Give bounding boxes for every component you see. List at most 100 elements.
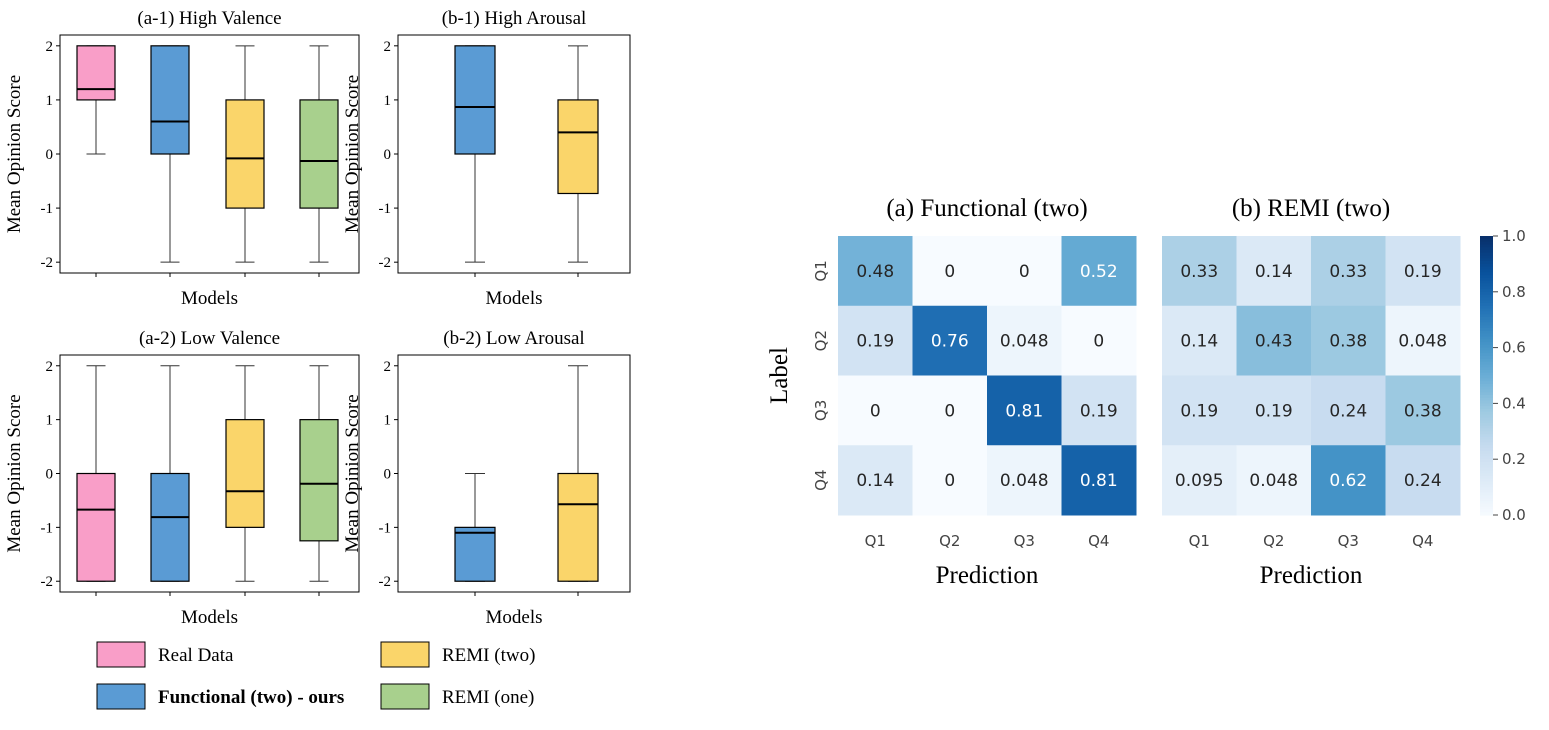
colorbar-segment [1480,305,1493,310]
heatmap-cell [838,445,913,516]
colorbar-segment [1480,300,1493,304]
colorbar-segment [1480,236,1493,240]
colorbar-segment [1480,487,1493,491]
box-functional [454,526,496,582]
heatmap-cell [987,305,1062,376]
y-tick-label: 2 [46,39,54,55]
y-tick-label: -1 [41,520,54,536]
y-tick-label: -1 [379,201,392,217]
legend-label-remi_two: REMI (two) [442,645,535,666]
y-tick-label: Q3 [812,400,830,421]
x-tick-label: Q4 [1412,532,1433,550]
y-tick-label: 2 [384,359,392,375]
colorbar-segment [1480,445,1493,449]
cell-value-label: 0.048 [1398,332,1447,352]
colorbar-segment [1480,436,1493,441]
colorbar-segment [1480,249,1493,254]
x-tick-label: Q3 [1338,532,1359,550]
colorbar-segment [1480,319,1493,324]
colorbar-segment [1480,475,1493,480]
colorbar-segment [1480,450,1493,455]
y-tick-label: 0 [384,147,392,163]
cell-value-label: 0.62 [1329,471,1367,491]
x-tick-label: Q4 [1088,532,1109,550]
legend-swatch-functional [96,683,146,710]
box-remi_two [557,472,599,582]
colorbar-segment [1480,238,1493,243]
panel-title: (a-2) Low Valence [139,328,280,349]
heatmap-cell [1061,445,1137,516]
x-tick-label: Q1 [865,532,886,550]
colorbar-segment [1480,448,1493,452]
colorbar-segment [1480,509,1493,513]
legend-swatch-real [96,641,146,668]
heatmap-cell [912,445,988,516]
heatmap-cell [1162,236,1237,307]
y-axis-label: Mean Opinion Score [4,75,25,233]
colorbar-segment [1480,372,1493,377]
colorbar-segment [1480,339,1493,343]
box-remi_two [225,419,265,528]
heatmap-cell [1311,375,1386,446]
colorbar-segment [1480,420,1493,424]
panel-title: (b-2) Low Arousal [443,328,584,349]
colorbar-segment [1480,501,1493,505]
colorbar-segment [1480,414,1493,418]
heatmap-y-axis-label: Label [766,347,793,404]
colorbar-segment [1480,347,1493,351]
y-tick-label: 2 [384,39,392,55]
x-tick-label: Q3 [1014,532,1035,550]
colorbar-segment [1480,389,1493,393]
heatmap-cell [1385,305,1461,376]
colorbar-segment [1480,272,1493,276]
heatmap-cell [1236,445,1312,516]
heatmap-cell [987,375,1062,446]
colorbar-segment [1480,316,1493,321]
colorbar-segment [1480,269,1493,273]
colorbar-segment [1480,434,1493,438]
box-remi_one [299,99,339,209]
y-tick-label: -2 [379,255,392,271]
panel-title: (a-1) High Valence [137,8,281,29]
colorbar-segment [1480,364,1493,368]
colorbar-segment [1480,302,1493,307]
colorbar-segment [1480,280,1493,285]
colorbar-segment [1480,498,1493,502]
colorbar-segment [1480,328,1493,332]
heatmap-cell [1236,305,1312,376]
x-tick-label: Q1 [1189,532,1210,550]
panel-title: (b-1) High Arousal [442,8,587,29]
colorbar-segment [1480,330,1493,335]
heatmap-cell [1385,236,1461,307]
legend-label-functional: Functional (two) - ours [158,687,344,708]
colorbar-segment [1480,492,1493,497]
heatmap-cell [1236,375,1312,446]
colorbar-segment [1480,333,1493,338]
colorbar-segment [1480,456,1493,460]
colorbar-segment [1480,506,1493,511]
y-tick-label: 1 [46,413,54,429]
heatmap-cell [987,445,1062,516]
colorbar-segment [1480,311,1493,315]
cell-value-label: 0.14 [1180,332,1218,352]
heatmap-cell [1236,236,1312,307]
y-tick-label: -2 [41,255,54,271]
cell-value-label: 0.048 [1249,471,1298,491]
heatmap-cell [1162,445,1237,516]
colorbar-segment [1480,277,1493,282]
heatmap-cell [912,236,988,307]
colorbar-segment [1480,383,1493,388]
cell-value-label: 0.24 [1329,401,1367,421]
heatmap-cell [838,375,913,446]
cell-value-label: 0.76 [931,332,969,352]
heatmap-cell [1061,236,1137,307]
x-axis-label: Models [486,607,543,628]
y-tick-label: Q1 [812,260,830,281]
x-axis-label: Models [486,288,543,309]
colorbar-segment [1480,308,1493,312]
cell-value-label: 0.38 [1404,401,1442,421]
colorbar-tick-label: 0.8 [1502,283,1526,301]
colorbar-segment [1480,275,1493,279]
colorbar-segment [1480,314,1493,318]
colorbar-segment [1480,375,1493,379]
